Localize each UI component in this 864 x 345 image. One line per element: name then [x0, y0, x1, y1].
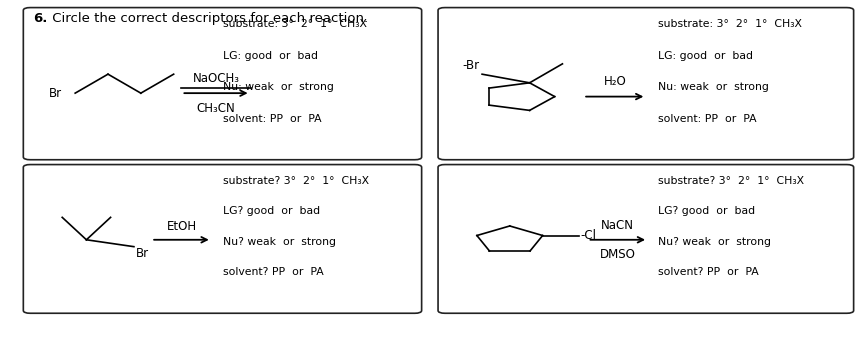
Text: Nu: weak  or  strong: Nu: weak or strong	[223, 82, 334, 92]
Text: solvent? PP  or  PA: solvent? PP or PA	[223, 267, 324, 277]
FancyBboxPatch shape	[23, 165, 422, 313]
Text: CH₃CN: CH₃CN	[197, 102, 235, 115]
Text: NaOCH₃: NaOCH₃	[193, 71, 239, 85]
Text: substrate: 3°  2°  1°  CH₃X: substrate: 3° 2° 1° CH₃X	[658, 19, 803, 29]
Text: NaCN: NaCN	[601, 219, 634, 232]
Text: -Cl: -Cl	[581, 229, 597, 242]
Text: solvent: PP  or  PA: solvent: PP or PA	[658, 114, 757, 124]
Text: Br: Br	[49, 87, 62, 100]
Text: substrate? 3°  2°  1°  CH₃X: substrate? 3° 2° 1° CH₃X	[223, 176, 369, 186]
Text: Nu: weak  or  strong: Nu: weak or strong	[658, 82, 769, 92]
FancyBboxPatch shape	[438, 8, 854, 160]
Text: EtOH: EtOH	[167, 220, 196, 233]
Text: LG: good  or  bad: LG: good or bad	[223, 51, 318, 61]
Text: -Br: -Br	[462, 59, 480, 72]
Text: Nu? weak  or  strong: Nu? weak or strong	[658, 237, 772, 247]
Text: Br: Br	[136, 247, 149, 260]
Text: substrate: 3°  2°  1°  CH₃X: substrate: 3° 2° 1° CH₃X	[223, 19, 367, 29]
Text: H₂O: H₂O	[604, 75, 626, 88]
Text: substrate? 3°  2°  1°  CH₃X: substrate? 3° 2° 1° CH₃X	[658, 176, 804, 186]
FancyBboxPatch shape	[23, 8, 422, 160]
Text: DMSO: DMSO	[600, 248, 636, 262]
FancyBboxPatch shape	[438, 165, 854, 313]
Text: solvent? PP  or  PA: solvent? PP or PA	[658, 267, 759, 277]
Text: 6.: 6.	[33, 12, 48, 25]
Text: LG? good  or  bad: LG? good or bad	[223, 206, 320, 216]
Text: LG: good  or  bad: LG: good or bad	[658, 51, 753, 61]
Text: solvent: PP  or  PA: solvent: PP or PA	[223, 114, 321, 124]
Text: Circle the correct descriptors for each reaction.: Circle the correct descriptors for each …	[48, 12, 369, 25]
Text: LG? good  or  bad: LG? good or bad	[658, 206, 755, 216]
Text: Nu? weak  or  strong: Nu? weak or strong	[223, 237, 336, 247]
